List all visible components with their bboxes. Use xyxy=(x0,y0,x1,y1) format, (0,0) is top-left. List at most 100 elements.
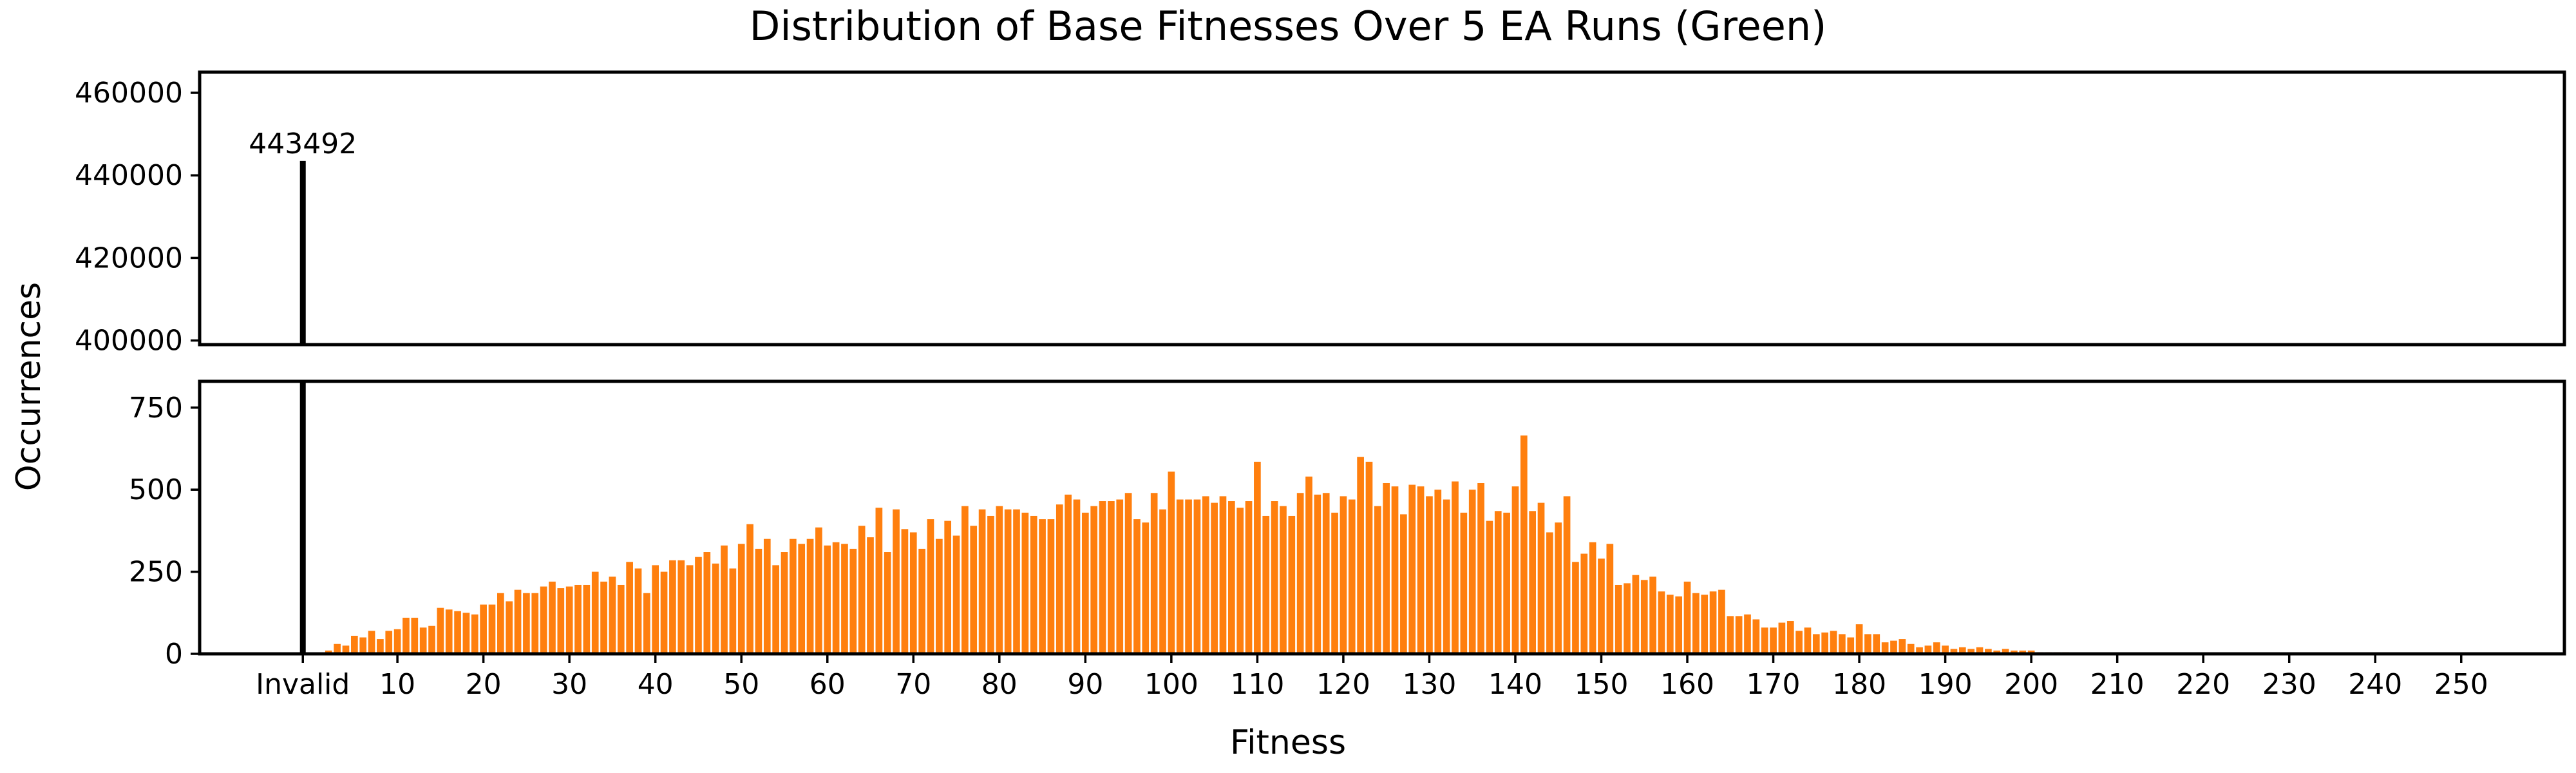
fitness-bar xyxy=(1804,627,1812,654)
fitness-bar xyxy=(342,645,350,654)
fitness-bar xyxy=(609,577,616,654)
x-tick-label: 180 xyxy=(1832,668,1886,701)
fitness-bar xyxy=(737,544,745,654)
fitness-bar xyxy=(1786,621,1794,654)
fitness-bar xyxy=(1598,558,1605,654)
fitness-bar xyxy=(1873,634,1880,654)
x-axis-label: Fitness xyxy=(1230,723,1346,762)
fitness-bar xyxy=(1374,506,1381,654)
lower-panel: 0 250 500 750 Invalid 10 20 30 40 50 60 70 80 90 100 1… xyxy=(129,379,2566,701)
fitness-bar xyxy=(1606,544,1614,654)
x-tick-label: 200 xyxy=(2004,668,2058,701)
fitness-bar xyxy=(1632,575,1640,654)
fitness-bar xyxy=(1417,486,1425,654)
fitness-bar xyxy=(1744,614,1751,654)
fitness-bar xyxy=(1649,577,1656,654)
fitness-bar xyxy=(2027,650,2035,654)
fitness-bar xyxy=(893,509,900,654)
fitness-bar xyxy=(1624,583,1631,654)
fitness-bar xyxy=(1133,519,1141,654)
x-tick-label: 10 xyxy=(379,668,415,701)
fitness-bar xyxy=(1958,647,1966,654)
fitness-bar xyxy=(1176,499,1184,654)
fitness-bar xyxy=(1193,499,1201,654)
upper-panel: 400000 420000 440000 460000 443492 xyxy=(75,70,2566,358)
fitness-bar xyxy=(1985,649,1992,654)
fitness-bar xyxy=(1735,616,1743,654)
x-tick-label: 70 xyxy=(895,668,931,701)
fitness-bar xyxy=(1520,435,1528,654)
fitness-bar xyxy=(1383,482,1390,654)
fitness-bar xyxy=(1262,515,1270,654)
x-ticks: Invalid 10 20 30 40 50 60 70 80 90 100 110 120 130 140… xyxy=(256,654,2488,701)
fitness-bar xyxy=(445,609,453,654)
x-tick-label: 250 xyxy=(2434,668,2488,701)
fitness-bar xyxy=(652,565,659,654)
fitness-bar xyxy=(506,601,513,654)
x-tick-label: 40 xyxy=(638,668,674,701)
fitness-bar xyxy=(1511,486,1519,654)
fitness-bar xyxy=(531,593,539,654)
fitness-bar xyxy=(1847,637,1855,654)
fitness-bar xyxy=(1150,493,1158,654)
fitness-bar xyxy=(1245,501,1253,654)
fitness-bar xyxy=(480,604,487,654)
fitness-bar xyxy=(806,539,814,654)
fitness-bar xyxy=(1426,496,1433,654)
fitness-bar xyxy=(1795,631,1803,654)
fitness-bar xyxy=(849,548,857,654)
fitness-bar xyxy=(1709,591,1717,654)
fitness-bar xyxy=(1821,632,1829,654)
x-tick-label: 120 xyxy=(1316,668,1370,701)
fitness-bar xyxy=(325,650,332,654)
fitness-bar xyxy=(1099,501,1106,654)
fitness-bar xyxy=(1675,596,1683,654)
fitness-bar xyxy=(746,524,753,654)
fitness-bar xyxy=(1589,542,1596,654)
fitness-bar xyxy=(1090,506,1098,654)
fitness-bar xyxy=(471,614,478,654)
x-tick-label: 80 xyxy=(981,668,1018,701)
fitness-bar xyxy=(1778,622,1786,654)
fitness-bar xyxy=(1537,502,1545,654)
lower-y-ticks: 0 250 500 750 xyxy=(129,392,200,671)
fitness-bar xyxy=(1468,490,1476,654)
fitness-bar xyxy=(2002,649,2009,654)
fitness-bar xyxy=(935,539,943,654)
fitness-bar xyxy=(1881,642,1889,654)
fitness-bar xyxy=(1116,499,1124,654)
fitness-bar xyxy=(437,607,444,654)
fitness-bar xyxy=(583,584,591,654)
fitness-bar xyxy=(1236,508,1244,654)
fitness-bar xyxy=(557,588,565,654)
fitness-bar xyxy=(660,571,668,654)
fitness-bar xyxy=(978,509,986,654)
fitness-bar xyxy=(789,539,797,654)
upper-y-tick-label: 420000 xyxy=(75,242,183,274)
fitness-bar xyxy=(565,586,573,654)
fitness-bar xyxy=(1039,519,1046,654)
fitness-bar xyxy=(643,593,650,654)
x-tick-label: 150 xyxy=(1575,668,1629,701)
fitness-bar xyxy=(402,617,410,654)
fitness-bar xyxy=(755,548,762,654)
fitness-bar xyxy=(1443,499,1450,654)
fitness-bar xyxy=(875,508,883,654)
fitness-bar xyxy=(1357,457,1364,654)
upper-panel-frame xyxy=(198,70,2566,347)
fitness-bar xyxy=(1271,501,1278,654)
fitness-bar xyxy=(1477,482,1484,654)
fitness-bar xyxy=(686,565,694,654)
fitness-bar xyxy=(368,631,375,654)
fitness-bar xyxy=(927,519,934,654)
fitness-bar xyxy=(393,629,401,654)
fitness-bar xyxy=(1030,515,1037,654)
fitness-bar xyxy=(359,637,367,654)
fitness-bar xyxy=(1761,627,1768,654)
fitness-bar xyxy=(1563,496,1571,654)
fitness-bar xyxy=(1013,509,1020,654)
fitness-bar xyxy=(781,552,788,654)
fitness-bar xyxy=(772,565,779,654)
fitness-bar xyxy=(1185,499,1192,654)
fitness-bar xyxy=(1047,519,1055,654)
